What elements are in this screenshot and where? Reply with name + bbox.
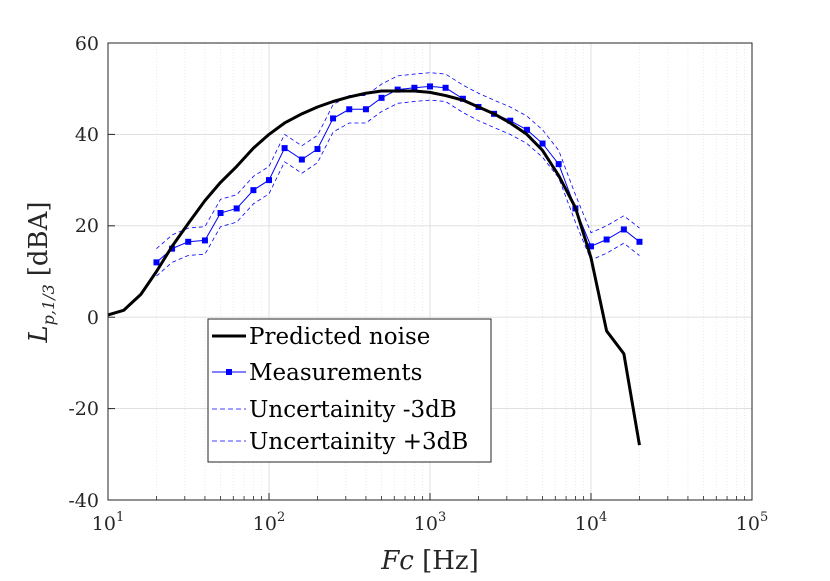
series-predicted-noise bbox=[107, 89, 641, 446]
x-tick-base: 10 bbox=[575, 513, 599, 535]
measurement-point bbox=[442, 84, 449, 91]
y-axis-title-main: L bbox=[24, 325, 54, 343]
x-tick-exp: 1 bbox=[116, 510, 124, 525]
measurement-point bbox=[620, 226, 627, 233]
y-tick-label: 20 bbox=[75, 215, 99, 237]
measurement-point bbox=[250, 187, 257, 194]
measurement-point bbox=[314, 146, 321, 153]
legend-label-measurements: Measurements bbox=[249, 360, 422, 386]
y-tick-label: -40 bbox=[68, 490, 99, 512]
x-tick-base: 10 bbox=[414, 513, 438, 535]
measurement-point bbox=[523, 126, 530, 133]
measurement-point bbox=[588, 243, 594, 250]
x-tick-exp: 2 bbox=[277, 510, 285, 525]
grid-minor bbox=[156, 43, 746, 500]
measurement-point bbox=[411, 84, 418, 91]
measurement-point bbox=[636, 238, 643, 245]
x-tick-base: 10 bbox=[736, 513, 760, 535]
measurement-point bbox=[281, 145, 288, 152]
legend-label-predicted: Predicted noise bbox=[249, 324, 430, 350]
x-axis-title-main: Fc bbox=[380, 546, 414, 576]
y-tick-label: 60 bbox=[75, 33, 99, 55]
y-axis-title: Lp,1/3 [dBA] bbox=[24, 201, 58, 343]
y-axis-title-sub: p,1/3 bbox=[39, 284, 58, 325]
measurement-point bbox=[378, 94, 385, 101]
measurement-point bbox=[603, 236, 610, 243]
measurement-point bbox=[427, 83, 433, 90]
measurement-point bbox=[233, 205, 240, 212]
measurement-point bbox=[217, 210, 224, 217]
x-tick-base: 10 bbox=[92, 513, 116, 535]
x-tick-label: 102 bbox=[253, 510, 285, 535]
legend-label-lower: Uncertainity -3dB bbox=[249, 397, 457, 423]
x-tick-base: 10 bbox=[253, 513, 277, 535]
series-layer bbox=[107, 72, 643, 446]
measurement-point bbox=[539, 140, 546, 147]
legend-box bbox=[207, 318, 492, 463]
legend-swatch-marker bbox=[226, 369, 232, 375]
measurement-point bbox=[555, 161, 562, 168]
measurement-point bbox=[346, 106, 353, 113]
x-tick-exp: 3 bbox=[438, 510, 446, 525]
x-tick-label: 101 bbox=[92, 510, 124, 535]
x-tick-label: 103 bbox=[414, 510, 446, 535]
measurement-point bbox=[153, 259, 160, 266]
measurement-point bbox=[185, 238, 192, 245]
measurement-point bbox=[362, 106, 369, 113]
x-tick-exp: 5 bbox=[760, 510, 768, 525]
measurement-point bbox=[266, 177, 272, 184]
x-axis-title: Fc [Hz] bbox=[380, 546, 479, 576]
legend: Predicted noise Measurements Uncertainit… bbox=[207, 318, 492, 463]
y-tick-label: 0 bbox=[87, 307, 99, 329]
y-tick-label: 40 bbox=[75, 124, 99, 146]
measurement-point bbox=[298, 156, 305, 163]
x-tick-label: 104 bbox=[575, 510, 607, 535]
measurement-point bbox=[201, 237, 208, 244]
legend-label-upper: Uncertainity +3dB bbox=[249, 429, 468, 455]
x-tick-label: 105 bbox=[736, 510, 768, 535]
x-tick-exp: 4 bbox=[599, 510, 607, 525]
ticks bbox=[107, 42, 753, 501]
x-axis-title-unit: [Hz] bbox=[422, 546, 479, 576]
measurement-point bbox=[330, 115, 337, 122]
y-tick-label: -20 bbox=[68, 398, 99, 420]
y-axis-title-unit: [dBA] bbox=[24, 201, 54, 276]
measurement-point bbox=[507, 117, 514, 124]
